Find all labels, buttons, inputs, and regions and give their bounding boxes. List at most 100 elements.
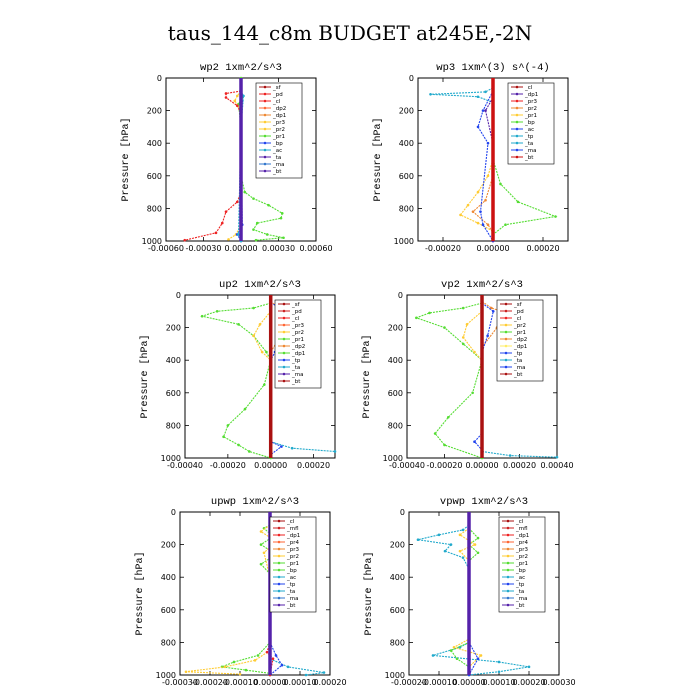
x-tick-label: 0.00000	[452, 678, 485, 687]
legend-label: _bt	[515, 603, 525, 609]
y-tick-label: 200	[161, 541, 176, 550]
data-point	[499, 182, 502, 186]
legend-label: _pr3	[291, 323, 305, 329]
legend-label: _tp	[513, 351, 523, 357]
data-point	[252, 228, 255, 231]
legend-marker	[515, 85, 519, 89]
y-tick-label: 800	[161, 638, 176, 647]
y-tick-label: 200	[166, 324, 181, 333]
legend-label: _dp1	[272, 113, 286, 119]
legend-label: _pr2	[515, 554, 528, 560]
data-point	[473, 543, 477, 546]
legend-marker	[282, 351, 286, 355]
x-tick-label: 0.00000	[476, 244, 509, 253]
y-tick-label: 600	[399, 172, 414, 181]
legend-label: _cl	[291, 316, 300, 322]
data-point	[461, 306, 465, 310]
series-line-pd	[184, 90, 242, 241]
legend-label: _pr1	[513, 330, 526, 336]
chart-panel-3: up2 1xm^2/s^3 Pressure [hPa] 0 200 400 600 800…	[139, 279, 337, 470]
legend-label: _ac	[286, 575, 296, 581]
legend-label: _tp	[291, 358, 301, 364]
x-tick-label: 0.00020	[503, 461, 536, 470]
data-point	[479, 654, 483, 657]
data-point	[260, 350, 264, 354]
legend-label: _ta	[515, 589, 524, 595]
legend-marker	[282, 316, 286, 320]
legend-label: _pr2	[524, 106, 537, 112]
legend-marker	[506, 561, 510, 565]
legend-box	[269, 516, 317, 613]
legend-marker	[515, 127, 519, 131]
data-point	[473, 440, 476, 444]
data-point	[471, 391, 474, 395]
legend-marker	[277, 526, 281, 530]
data-point	[265, 350, 268, 354]
legend-label: _ma	[524, 148, 536, 154]
data-point	[476, 657, 480, 660]
legend-label: _mfl	[515, 526, 528, 532]
chart-panel-4: vp2 1xm^2/s^3 Pressure [hPa] 0 200 400 600 800…	[361, 279, 574, 470]
legend-label: _pr1	[272, 134, 285, 140]
legend-marker	[506, 603, 510, 607]
legend-marker	[504, 302, 508, 306]
data-point	[459, 213, 462, 217]
y-tick-label: 800	[399, 204, 414, 213]
data-point	[252, 334, 255, 338]
legend-marker	[506, 575, 510, 579]
data-point	[244, 668, 248, 672]
data-point	[433, 432, 437, 435]
legend-marker	[515, 99, 519, 103]
data-point	[184, 670, 188, 674]
legend-label: _dp1	[524, 92, 538, 98]
y-tick-label: 200	[399, 107, 414, 116]
legend-marker	[504, 344, 508, 348]
data-point	[484, 198, 487, 202]
legend-label: _bt	[291, 379, 301, 385]
x-tick-label: 0.00010	[482, 678, 515, 687]
legend-marker	[506, 540, 510, 544]
data-point	[259, 562, 263, 566]
y-tick-label: 800	[166, 421, 181, 430]
legend-marker	[515, 113, 519, 117]
plot-frame	[408, 511, 560, 676]
data-point	[333, 450, 337, 453]
data-point	[214, 231, 218, 235]
legend-label: _ta	[272, 155, 281, 161]
data-point	[222, 435, 225, 439]
chart-panel-2: wp3 1xm^(3) s^(-4) Pressure [hPa] 0 200 400 6…	[372, 62, 569, 253]
x-tick-label: 0.00020	[313, 678, 346, 687]
legend-label: _bp	[286, 568, 297, 574]
legend-label: _sf	[272, 85, 282, 91]
data-point	[290, 446, 294, 450]
data-point	[255, 221, 259, 225]
legend-label: _bp	[272, 141, 283, 147]
legend-marker	[263, 106, 267, 110]
x-tick-label: 0.00010	[283, 678, 316, 687]
legend-label: _dp2	[291, 344, 305, 350]
legend-marker	[515, 141, 519, 145]
data-point	[232, 660, 236, 664]
legend-marker	[506, 568, 510, 572]
legend-marker	[282, 330, 286, 334]
legend-marker	[277, 540, 281, 544]
data-point	[461, 528, 465, 532]
legend-label: _cl	[286, 519, 295, 525]
y-tick-label: 1000	[394, 237, 414, 246]
legend-label: _tp	[524, 134, 534, 140]
legend-label: _dp1	[291, 351, 305, 357]
legend-marker	[263, 134, 267, 138]
legend-label: _sf	[291, 302, 301, 308]
panels: wp2 1xm^2/s^3 Pressure [hPa] 0 200 400 600 800…	[120, 62, 576, 687]
y-tick-label: 200	[390, 541, 405, 550]
legend-marker	[277, 575, 281, 579]
legend-label: _pr2	[291, 330, 304, 336]
x-tick-label: 0.00030	[262, 244, 295, 253]
chart-panel-1: wp2 1xm^2/s^3 Pressure [hPa] 0 200 400 600 800…	[120, 62, 333, 253]
data-point	[484, 90, 487, 94]
data-point	[497, 670, 501, 674]
data-point	[458, 533, 462, 537]
data-point	[279, 216, 283, 220]
data-point	[252, 197, 255, 200]
y-tick-label: 600	[166, 389, 181, 398]
